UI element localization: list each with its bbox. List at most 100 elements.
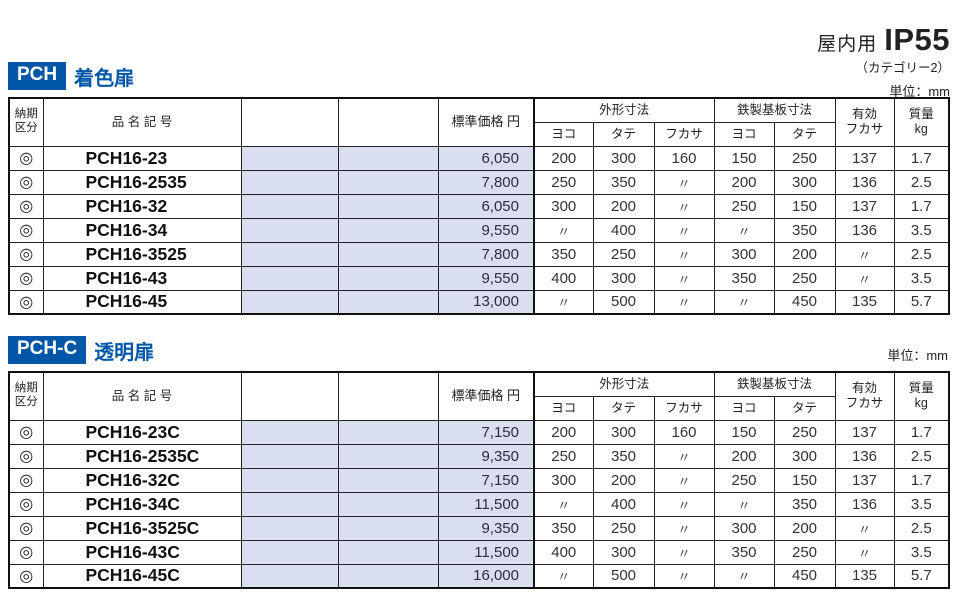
outer-width: 350 (533, 515, 594, 541)
blank-cell (240, 539, 339, 565)
outer-height: 500 (592, 563, 655, 589)
base-width: 300 (713, 515, 775, 541)
delivery-mark: ◎ (8, 443, 44, 469)
ip-rating: IP55 (884, 22, 950, 57)
table-row: ◎ PCH16-3525 7,800 350 250 〃 300 200 〃 2.5 (8, 241, 950, 267)
blank-cell (240, 169, 339, 195)
table-row: ◎ PCH16-43 9,550 400 300 〃 350 250 〃 3.5 (8, 265, 950, 291)
outer-height: 200 (592, 193, 655, 219)
base-height: 350 (773, 491, 836, 517)
base-height: 250 (773, 145, 836, 171)
outer-width: 〃 (533, 491, 594, 517)
base-width: 〃 (713, 563, 775, 589)
col-header-mass: 質量 kg (893, 371, 950, 421)
outer-depth: 〃 (653, 563, 715, 589)
section-title: 着色扉 (74, 67, 135, 90)
outer-width: 200 (533, 145, 594, 171)
outer-depth: 〃 (653, 193, 715, 219)
blank-cell (337, 193, 439, 219)
col-header-blank-1 (240, 371, 339, 421)
product-code: PCH16-3525C (42, 515, 242, 541)
delivery-mark: ◎ (8, 539, 44, 565)
table-row: ◎ PCH16-3525C 9,350 350 250 〃 300 200 〃 2.5 (8, 515, 950, 541)
delivery-mark: ◎ (8, 169, 44, 195)
subcol-tate: タテ (592, 121, 655, 147)
base-height: 350 (773, 217, 836, 243)
unit-note: 単位：mm (887, 348, 948, 363)
mass: 3.5 (893, 217, 950, 243)
product-code: PCH16-43C (42, 539, 242, 565)
effective-depth: 137 (834, 419, 895, 445)
mass: 1.7 (893, 193, 950, 219)
outer-width: 400 (533, 265, 594, 291)
section-title: 透明扉 (94, 341, 155, 364)
effective-depth: 137 (834, 145, 895, 171)
blank-cell (240, 241, 339, 267)
product-code: PCH16-34 (42, 217, 242, 243)
blank-cell (337, 491, 439, 517)
mass: 2.5 (893, 169, 950, 195)
delivery-mark: ◎ (8, 563, 44, 589)
mass: 3.5 (893, 491, 950, 517)
outer-depth: 〃 (653, 265, 715, 291)
mass: 5.7 (893, 563, 950, 589)
blank-cell (337, 467, 439, 493)
outer-depth: 〃 (653, 289, 715, 315)
blank-cell (240, 467, 339, 493)
product-code: PCH16-3525 (42, 241, 242, 267)
table-head: 納期 区分 品 名 記 号 標準価格 円 外形寸法 鉄製基板寸法 有効 フカサ 質量… (8, 97, 950, 147)
base-height: 250 (773, 265, 836, 291)
col-header-effective-depth: 有効 フカサ (834, 371, 895, 421)
price: 13,000 (437, 289, 535, 315)
outer-height: 400 (592, 491, 655, 517)
outer-height: 400 (592, 217, 655, 243)
price: 7,150 (437, 467, 535, 493)
mass: 2.5 (893, 241, 950, 267)
effective-depth: 136 (834, 169, 895, 195)
product-code: PCH16-23 (42, 145, 242, 171)
base-width: 〃 (713, 217, 775, 243)
outer-width: 300 (533, 467, 594, 493)
outer-width: 〃 (533, 217, 594, 243)
mass: 1.7 (893, 467, 950, 493)
blank-cell (337, 145, 439, 171)
outer-width: 400 (533, 539, 594, 565)
base-width: 〃 (713, 289, 775, 315)
product-code: PCH16-32C (42, 467, 242, 493)
base-width: 250 (713, 467, 775, 493)
mass: 3.5 (893, 265, 950, 291)
blank-cell (240, 443, 339, 469)
col-header-outer-dims: 外形寸法 (533, 371, 715, 397)
blank-cell (337, 241, 439, 267)
subcol-fukasa: フカサ (653, 395, 715, 421)
subcol-steel-yoko: ヨコ (713, 395, 775, 421)
col-header-delivery: 納期 区分 (8, 371, 44, 421)
outer-height: 350 (592, 443, 655, 469)
blank-cell (240, 217, 339, 243)
table-row: ◎ PCH16-23C 7,150 200 300 160 150 250 137 1.7 (8, 419, 950, 445)
base-width: 300 (713, 241, 775, 267)
effective-depth: 〃 (834, 241, 895, 267)
base-height: 300 (773, 443, 836, 469)
price: 16,000 (437, 563, 535, 589)
delivery-mark: ◎ (8, 289, 44, 315)
price: 7,150 (437, 419, 535, 445)
col-header-product: 品 名 記 号 (42, 371, 242, 421)
outer-height: 300 (592, 539, 655, 565)
blank-cell (240, 193, 339, 219)
outer-width: 250 (533, 169, 594, 195)
base-height: 150 (773, 467, 836, 493)
effective-depth: 〃 (834, 515, 895, 541)
blank-cell (240, 419, 339, 445)
effective-depth: 136 (834, 491, 895, 517)
outer-depth: 〃 (653, 443, 715, 469)
col-header-price: 標準価格 円 (437, 97, 535, 147)
price-spec-table-pch-c: 納期 区分 品 名 記 号 標準価格 円 外形寸法 鉄製基板寸法 有効 フカサ 質量… (8, 371, 951, 589)
price-spec-table-pch: 納期 区分 品 名 記 号 標準価格 円 外形寸法 鉄製基板寸法 有効 フカサ 質量… (8, 97, 951, 315)
table-row: ◎ PCH16-2535 7,800 250 350 〃 200 300 136 2.5 (8, 169, 950, 195)
table-row: ◎ PCH16-34 9,550 〃 400 〃〃 350 136 3.5 (8, 217, 950, 243)
table-row: ◎ PCH16-45 13,000 〃 500 〃〃 450 135 5.7 (8, 289, 950, 315)
base-height: 150 (773, 193, 836, 219)
mass: 2.5 (893, 443, 950, 469)
base-width: 200 (713, 169, 775, 195)
